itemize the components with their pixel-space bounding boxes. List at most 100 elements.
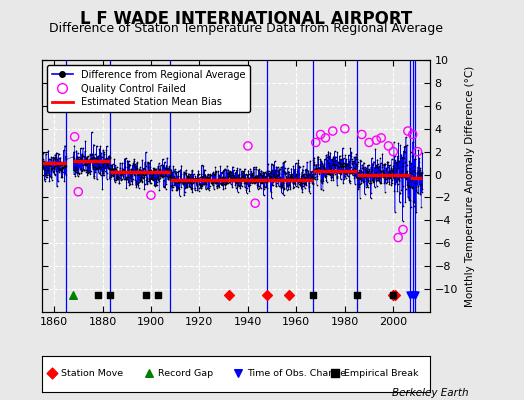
Point — [97, 154, 106, 160]
Point — [327, 164, 335, 170]
Point — [285, 182, 293, 188]
Point — [297, 180, 305, 186]
Point — [102, 159, 110, 165]
Point — [58, 162, 66, 168]
Point — [183, 174, 191, 181]
Point — [212, 180, 221, 186]
Point — [205, 175, 213, 181]
Point — [380, 172, 389, 179]
Point — [230, 167, 238, 173]
Point — [107, 162, 115, 168]
Point — [146, 157, 155, 164]
Point — [163, 168, 172, 175]
Point — [129, 160, 137, 166]
Point — [345, 158, 354, 164]
Point — [253, 175, 261, 182]
Point — [114, 174, 123, 180]
Point — [51, 163, 60, 169]
Point — [415, 159, 423, 166]
Point — [363, 169, 371, 175]
Point — [314, 153, 322, 160]
Point — [220, 167, 228, 173]
Point — [307, 168, 315, 175]
Point — [271, 170, 280, 177]
Point — [340, 167, 348, 173]
Point — [323, 154, 331, 160]
Point — [137, 174, 145, 180]
Point — [345, 164, 353, 170]
Point — [167, 172, 175, 178]
Point — [93, 155, 101, 161]
Point — [202, 186, 210, 192]
Point — [336, 164, 345, 170]
Point — [302, 170, 310, 177]
Point — [53, 156, 61, 162]
Point — [206, 177, 215, 183]
Point — [281, 171, 289, 177]
Legend: Difference from Regional Average, Quality Control Failed, Estimated Station Mean: Difference from Regional Average, Qualit… — [47, 65, 250, 112]
Point — [266, 170, 274, 176]
Point — [410, 156, 419, 162]
Point — [188, 184, 196, 191]
Point — [300, 174, 308, 181]
Point — [209, 180, 217, 186]
Point — [324, 170, 332, 176]
Point — [331, 370, 339, 376]
Point — [392, 159, 400, 166]
Point — [353, 168, 361, 174]
Point — [172, 171, 180, 177]
Point — [157, 173, 166, 180]
Point — [326, 162, 334, 168]
Point — [81, 162, 90, 168]
Point — [205, 176, 213, 182]
Point — [324, 170, 333, 177]
Point — [359, 159, 368, 166]
Point — [244, 176, 252, 182]
Point — [417, 204, 425, 210]
Point — [238, 173, 247, 179]
Point — [78, 152, 86, 158]
Point — [262, 183, 270, 190]
Point — [390, 188, 399, 194]
Point — [225, 168, 234, 174]
Point — [417, 174, 425, 180]
Point — [148, 168, 157, 175]
Point — [106, 165, 114, 172]
Point — [321, 156, 329, 162]
Point — [363, 168, 372, 174]
Point — [309, 157, 318, 163]
Point — [333, 181, 341, 188]
Point — [332, 157, 341, 164]
Point — [156, 166, 164, 173]
Point — [361, 164, 369, 171]
Point — [307, 169, 315, 176]
Point — [332, 153, 340, 160]
Point — [303, 159, 311, 165]
Point — [59, 169, 67, 175]
Point — [98, 186, 106, 192]
Point — [97, 167, 106, 174]
Point — [363, 184, 372, 191]
Point — [239, 172, 247, 179]
Point — [205, 176, 213, 182]
Point — [340, 176, 348, 182]
Point — [42, 164, 50, 170]
Point — [45, 172, 53, 178]
Point — [84, 153, 92, 160]
Point — [342, 156, 351, 162]
Point — [323, 170, 332, 177]
Point — [89, 166, 97, 172]
Point — [364, 178, 373, 184]
Point — [204, 171, 212, 177]
Point — [389, 292, 398, 298]
Point — [224, 166, 232, 173]
Point — [180, 170, 189, 176]
Point — [413, 182, 422, 189]
Point — [385, 181, 394, 187]
Point — [214, 168, 222, 174]
Point — [353, 173, 361, 180]
Point — [384, 159, 392, 166]
Point — [192, 176, 201, 182]
Point — [90, 173, 99, 179]
Point — [316, 162, 324, 168]
